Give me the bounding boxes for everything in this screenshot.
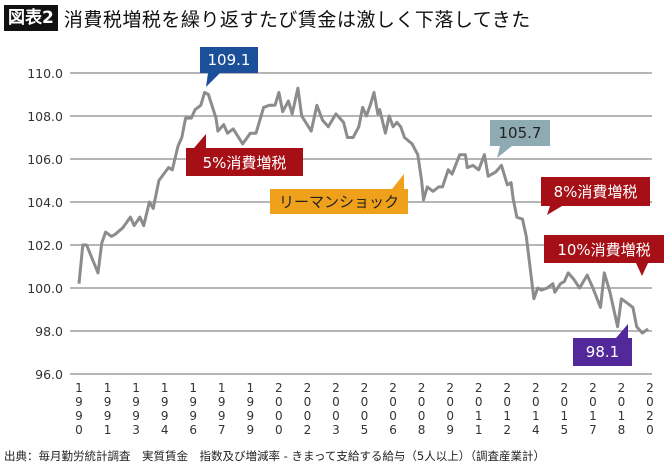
y-tick-label: 108.0 <box>27 109 63 124</box>
callout-pointer <box>616 324 628 338</box>
source-note: 出典：毎月勤労統計調査 実質賃金 指数及び増減率 - きまって支給する給与（5人… <box>4 449 545 463</box>
callout-pointer <box>392 174 404 189</box>
y-tick-label: 98.0 <box>35 324 63 339</box>
y-tick-label: 106.0 <box>27 152 63 167</box>
y-tick-label: 110.0 <box>27 66 63 81</box>
callout-lehman: リーマンショック <box>270 189 408 214</box>
callout-tax10: 10%消費増税 <box>544 235 664 263</box>
callout-pointer <box>547 206 562 215</box>
callout-pointer <box>636 263 648 276</box>
figure-label: 図表2 <box>4 5 58 31</box>
y-tick-label: 96.0 <box>35 367 63 382</box>
callout-tax8: 8%消費増税 <box>541 177 650 206</box>
y-tick-label: 100.0 <box>27 281 63 296</box>
chart-title: 消費税増税を繰り返すたび賃金は激しく下落してきた <box>63 8 531 31</box>
callout-pointer <box>497 146 512 158</box>
callout-mid: 105.7 <box>490 120 550 146</box>
callout-pointer <box>206 73 220 87</box>
callout-peak: 109.1 <box>200 47 258 73</box>
y-tick-label: 104.0 <box>27 195 63 210</box>
wage-index-line <box>77 86 649 335</box>
callout-last: 98.1 <box>573 338 632 366</box>
callout-pointer <box>194 134 206 148</box>
y-tick-label: 102.0 <box>27 238 63 253</box>
title-row: 図表2 消費税増税を繰り返すたび賃金は激しく下落してきた <box>4 4 531 32</box>
callout-tax5: 5%消費増税 <box>186 148 303 176</box>
